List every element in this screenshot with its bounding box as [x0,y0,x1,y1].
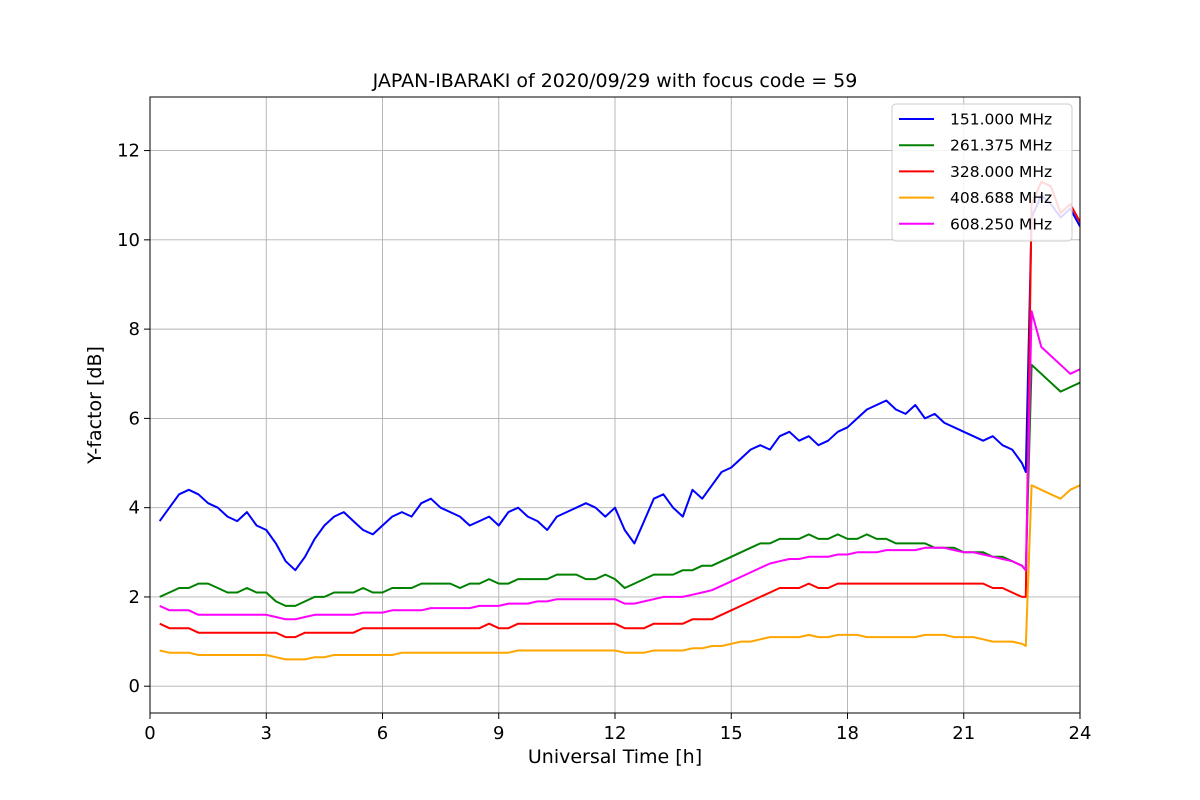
x-tick-label: 6 [377,723,388,744]
x-tick-label: 0 [144,723,155,744]
legend-entry-label: 408.688 MHz [950,189,1052,207]
y-axis: 0 2 4 6 8 10 12 [117,141,150,697]
y-tick-label: 0 [129,676,140,697]
y-axis-label: Y-factor [dB] [84,346,106,465]
y-tick-label: 10 [117,230,140,251]
x-tick-label: 3 [261,723,272,744]
y-tick-label: 6 [129,408,140,429]
series-line-408-688-mhz [159,484,1080,661]
series-line-328-000-mhz [159,180,1080,639]
x-tick-label: 24 [1069,723,1092,744]
x-tick-label: 21 [952,723,975,744]
legend-entry-label: 261.375 MHz [950,137,1052,155]
series-line-608-250-mhz [159,310,1080,621]
x-axis-label: Universal Time [h] [528,746,702,768]
legend-entry-label: 328.000 MHz [950,163,1052,181]
y-tick-label: 8 [129,319,140,340]
chart-title: JAPAN-IBARAKI of 2020/09/29 with focus c… [372,70,858,92]
x-tick-label: 9 [493,723,504,744]
x-axis: 0 3 6 9 12 15 18 21 24 [144,713,1091,744]
y-tick-label: 12 [117,141,140,162]
x-tick-label: 18 [836,723,859,744]
legend-entry-label: 608.250 MHz [950,215,1052,233]
x-tick-label: 15 [720,723,743,744]
y-tick-label: 2 [129,587,140,608]
series-group [158,180,1080,661]
legend: 151.000 MHz 261.375 MHz 328.000 MHz 408.688… [891,103,1073,242]
series-line-151-000-mhz [158,194,1080,572]
legend-entry-label: 151.000 MHz [950,111,1052,129]
y-tick-label: 4 [129,498,140,519]
legend-box [891,103,1073,242]
x-tick-label: 12 [604,723,627,744]
